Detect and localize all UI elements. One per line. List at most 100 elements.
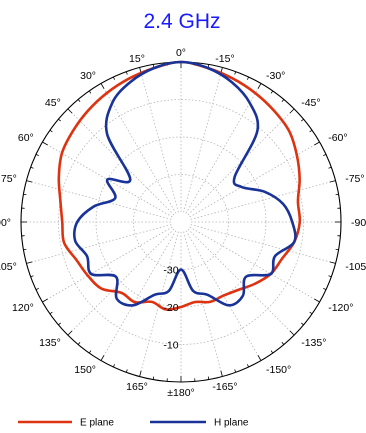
angle-tick-label: 15°	[129, 53, 145, 65]
grid-spoke	[67, 228, 175, 336]
angle-tick-label: 165°	[126, 381, 148, 393]
grid-spoke	[189, 141, 320, 218]
angle-tick	[49, 129, 53, 133]
grid-spoke	[183, 67, 223, 213]
angle-tick	[207, 376, 210, 380]
angle-tick-label: -120°	[328, 302, 353, 314]
angle-tick	[67, 330, 73, 336]
grid-spoke	[190, 224, 336, 264]
angle-tick	[88, 350, 92, 354]
angle-tick	[301, 322, 304, 326]
angle-tick	[125, 71, 128, 75]
angle-tick-label: 120°	[12, 302, 34, 314]
angle-tick	[100, 83, 105, 89]
angle-tick	[100, 355, 105, 361]
angle-tick-labels: 0° -15° -30° -45° -60° -75° -90° -105° -120° -135…	[0, 47, 366, 399]
series-group	[57, 60, 302, 311]
angle-tick-label: 75°	[1, 173, 17, 185]
angle-tick	[35, 287, 39, 290]
angle-tick	[329, 180, 336, 183]
angle-tick	[329, 261, 336, 264]
series-line-h-plane	[72, 60, 297, 307]
angle-tick	[26, 261, 33, 264]
angle-tick-label: -105°	[345, 261, 366, 273]
legend-label: E plane	[80, 418, 114, 429]
angle-tick-label: -75°	[345, 173, 364, 185]
angle-tick	[270, 350, 274, 354]
angle-tick-label: -90°	[351, 217, 366, 229]
angle-tick	[26, 180, 33, 183]
grid-spoke	[185, 83, 262, 214]
angle-tick	[323, 154, 327, 157]
angle-tick-label: 150°	[74, 364, 96, 376]
angle-tick	[246, 76, 249, 80]
angle-tick-label: -60°	[328, 132, 347, 144]
angle-tick	[77, 99, 81, 102]
grid-spoke	[189, 226, 320, 303]
angle-tick-label: 135°	[39, 337, 61, 349]
angle-tick	[49, 311, 53, 315]
angle-tick-label: ±180°	[167, 387, 194, 399]
angle-tick-label: -165°	[212, 381, 237, 393]
angle-tick-label: 45°	[45, 97, 61, 109]
angle-tick	[113, 364, 116, 368]
angle-tick-label: 30°	[80, 70, 96, 82]
grid-spoke	[187, 228, 295, 336]
angle-tick	[289, 330, 295, 336]
angle-tick	[328, 275, 332, 278]
angle-tick	[58, 118, 61, 122]
radial-tick-labels: -30 -20 -10	[163, 265, 178, 352]
grid-spoke	[139, 67, 179, 213]
grid-spoke	[26, 224, 172, 264]
angle-tick	[23, 248, 27, 251]
angle-tick	[281, 342, 285, 345]
polar-grid	[20, 61, 342, 383]
angle-tick	[289, 108, 295, 114]
angle-tick	[42, 141, 48, 146]
angle-tick	[67, 108, 73, 114]
angle-tick	[125, 369, 128, 373]
series-line-e-plane	[57, 60, 302, 311]
angle-tick	[220, 370, 223, 377]
angle-tick-label: 90°	[0, 217, 11, 229]
grid-spoke	[190, 180, 336, 220]
angle-tick	[309, 129, 313, 133]
grid-spoke	[42, 226, 173, 303]
angle-tick	[30, 275, 34, 278]
angle-tick	[88, 90, 92, 94]
angle-tick	[30, 166, 34, 169]
angle-tick	[323, 287, 327, 290]
grid-spoke	[100, 230, 177, 361]
angle-tick	[257, 355, 262, 361]
grid-ring-1	[133, 174, 229, 270]
chart-title: 2.4 GHz	[143, 10, 220, 33]
angle-tick	[335, 193, 339, 196]
grid-spoke	[26, 180, 172, 220]
legend: E plane H plane	[18, 418, 249, 429]
angle-tick	[152, 376, 155, 380]
angle-tick	[314, 141, 320, 146]
angle-tick	[234, 369, 237, 373]
angle-tick-label: -15°	[215, 53, 234, 65]
angle-tick	[281, 99, 285, 102]
grid-spoke	[100, 83, 177, 214]
angle-tick-label: -150°	[266, 364, 291, 376]
angle-tick	[301, 118, 304, 122]
angle-tick	[314, 298, 320, 303]
radial-tick-label: -30	[163, 265, 178, 277]
angle-tick	[328, 166, 332, 169]
angle-tick-label: 105°	[0, 261, 17, 273]
grid-spoke	[183, 231, 223, 377]
angle-tick	[42, 298, 48, 303]
angle-tick	[77, 342, 81, 345]
angle-tick-label: -135°	[301, 337, 326, 349]
angle-tick	[335, 248, 339, 251]
angle-tick	[309, 311, 313, 315]
angle-tick-label: 0°	[176, 47, 186, 59]
angle-tick-label: 60°	[18, 132, 34, 144]
angle-tick-label: -30°	[266, 70, 285, 82]
angle-tick	[58, 322, 61, 326]
angle-tick-label: -45°	[301, 97, 320, 109]
angle-tick	[270, 90, 274, 94]
